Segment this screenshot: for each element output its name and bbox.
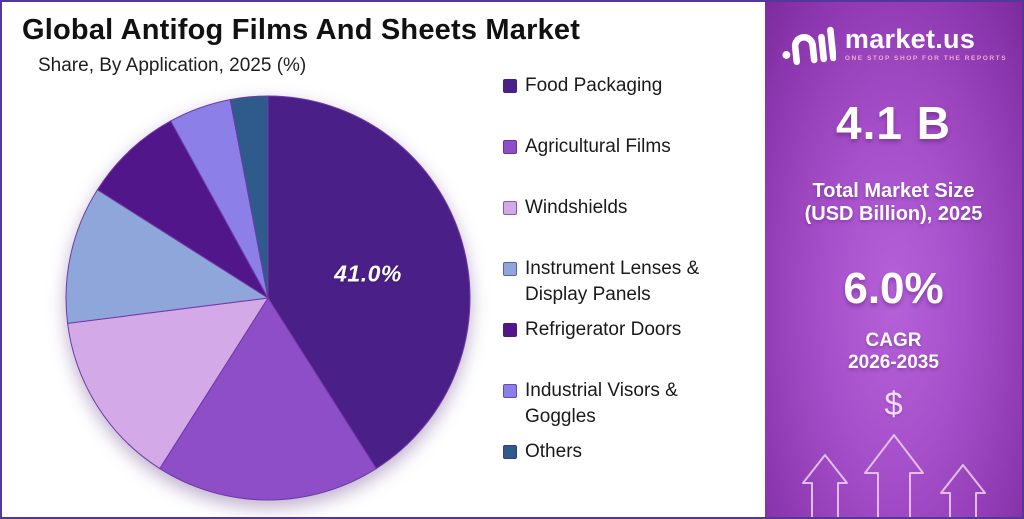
pie-slice-2: [67, 297, 269, 470]
chart-legend: Food Packaging Agricultural Films Windshie…: [503, 73, 753, 500]
page-subtitle: Share, By Application, 2025 (%): [38, 55, 307, 76]
pie-chart-svg: [65, 95, 471, 501]
legend-swatch: [503, 140, 517, 154]
legend-item: Food Packaging: [503, 73, 753, 99]
market-size-value: 4.1 B: [836, 97, 951, 149]
cagr-period: 2026-2035: [848, 352, 939, 373]
market-size-label: Total Market Size (USD Billion), 2025: [765, 180, 1022, 226]
legend-label: Refrigerator Doors: [525, 319, 682, 340]
legend-item: Instrument Lenses & Display Panels: [503, 256, 753, 308]
legend-label: Windshields: [525, 197, 628, 218]
dollar-icon: $: [884, 385, 903, 422]
pie-slice-0: [267, 95, 471, 470]
legend-swatch: [503, 384, 517, 398]
brand-tagline: ONE STOP SHOP FOR THE REPORTS: [844, 54, 1008, 62]
legend-item: Refrigerator Doors: [503, 317, 753, 343]
pie-slice-6: [229, 95, 269, 299]
cagr-label: CAGR: [865, 330, 922, 351]
growth-arrows-icon: [801, 434, 986, 517]
legend-swatch: [503, 323, 517, 337]
brand-logo: market.us ONE STOP SHOP FOR THE REPORTS: [765, 20, 1022, 66]
legend-item: Agricultural Films: [503, 134, 753, 160]
pie-slice-1: [159, 297, 377, 501]
legend-swatch: [503, 79, 517, 93]
brand-sidebar: market.us ONE STOP SHOP FOR THE REPORTS …: [765, 2, 1022, 517]
legend-label: Agricultural Films: [525, 136, 671, 157]
legend-label: Food Packaging: [525, 75, 663, 96]
legend-item: Others: [503, 439, 753, 465]
market-size-label-line1: Total Market Size: [812, 180, 975, 202]
legend-swatch: [503, 201, 517, 215]
market-size-label-line2: (USD Billion), 2025: [804, 203, 983, 225]
pie-slice-data-label: 41.0%: [334, 260, 402, 287]
legend-swatch: [503, 262, 517, 276]
pie-chart: 41.0%: [63, 93, 473, 503]
legend-item: Industrial Visors & Goggles: [503, 378, 753, 430]
brand-name: market.us: [844, 23, 976, 54]
legend-item: Windshields: [503, 195, 753, 221]
legend-label: Instrument Lenses & Display Panels: [525, 258, 700, 305]
legend-label: Industrial Visors & Goggles: [525, 380, 678, 427]
page-title: Global Antifog Films And Sheets Market: [22, 14, 581, 46]
pie-slice-3: [65, 189, 270, 324]
cagr-value: 6.0%: [843, 264, 944, 313]
legend-label: Others: [525, 441, 583, 462]
marketus-logo-icon: [782, 26, 836, 66]
pie-slice-4: [96, 120, 269, 299]
legend-swatch: [503, 445, 517, 459]
